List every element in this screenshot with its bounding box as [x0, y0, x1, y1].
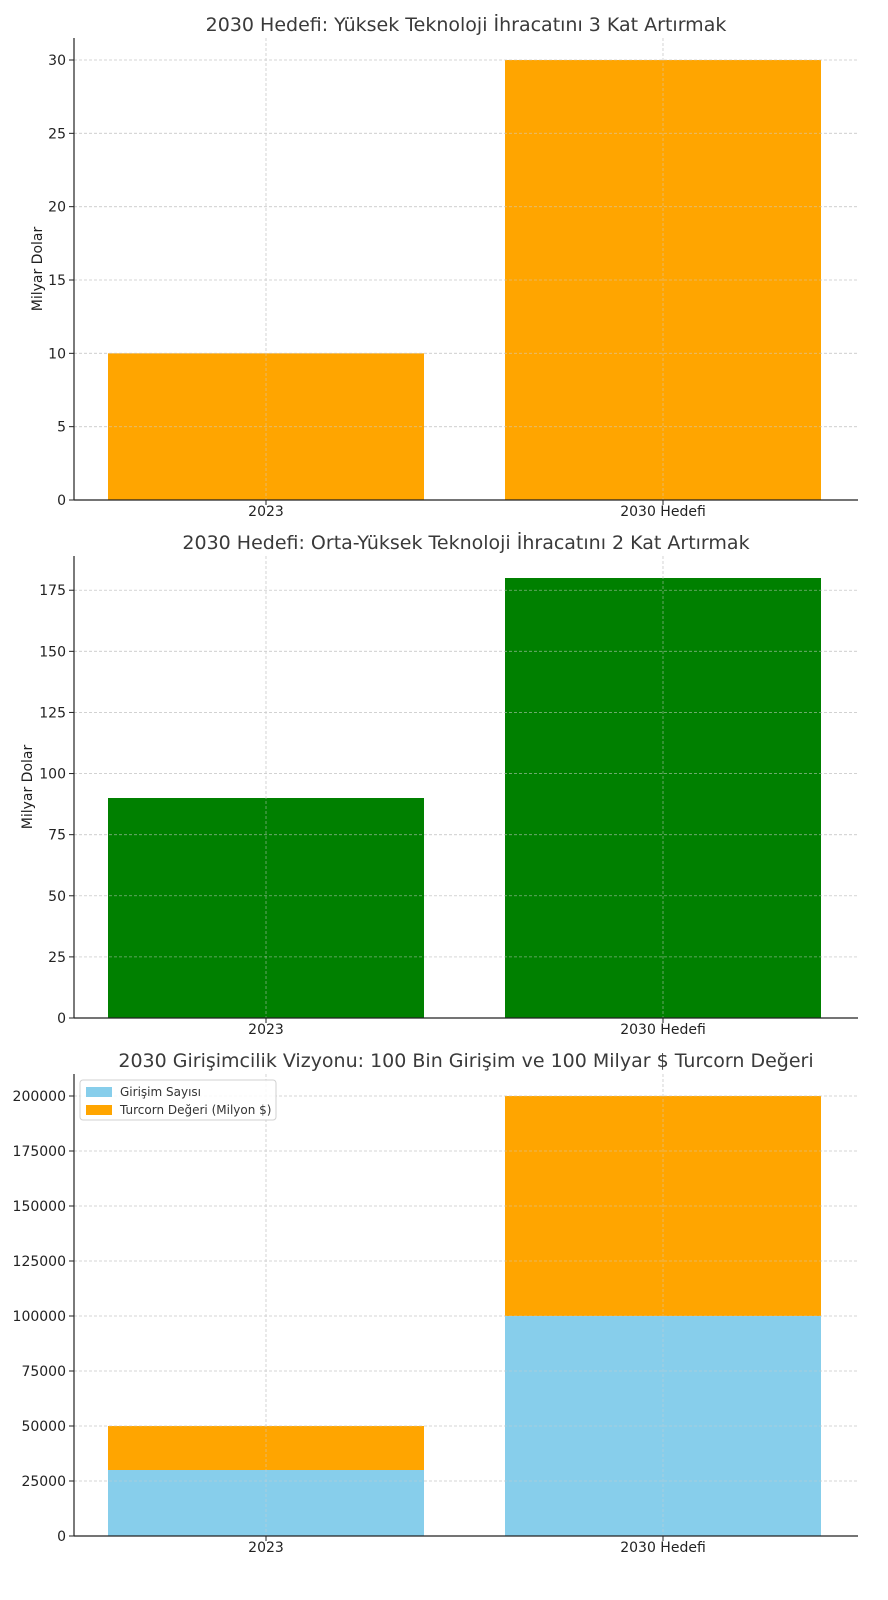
y-tick-label: 75: [48, 828, 66, 844]
y-tick-label: 100: [39, 767, 66, 783]
chart-title: 2030 Girişimcilik Vizyonu: 100 Bin Giriş…: [118, 1050, 813, 1072]
y-tick-label: 30: [48, 53, 66, 69]
chart-entrepreneurship-vision: 0 25000 50000 75000 100000 125000 150000 175000…: [13, 1050, 858, 1556]
chart-title: 2030 Hedefi: Orta-Yüksek Teknoloji İhrac…: [182, 531, 749, 554]
chart-mid-high-tech-exports: 0 25 50 75 100 125 150 175 2023 2030 Hedefi 2030 H…: [20, 531, 858, 1038]
y-tick-label: 20: [48, 200, 66, 216]
legend-label: Girişim Sayısı: [120, 1085, 201, 1099]
x-tick-label: 2023: [248, 1022, 284, 1038]
y-tick-label: 0: [57, 1529, 66, 1545]
y-tick-label: 15: [48, 273, 66, 289]
x-tick-label: 2030 Hedefi: [620, 1540, 706, 1556]
y-axis-label: Milyar Dolar: [30, 227, 46, 312]
y-tick-label: 125000: [13, 1254, 66, 1270]
y-tick-label: 150000: [13, 1199, 66, 1215]
legend-swatch: [86, 1105, 112, 1115]
y-tick-label: 50: [48, 889, 66, 905]
y-tick-label: 125: [39, 705, 66, 721]
y-tick-label: 25000: [21, 1474, 66, 1490]
y-tick-label: 25: [48, 126, 66, 142]
chart-title: 2030 Hedefi: Yüksek Teknoloji İhracatını…: [206, 13, 727, 36]
bar-turcorn-degeri-0: [108, 1426, 424, 1470]
y-tick-label: 0: [57, 493, 66, 509]
legend: Girişim Sayısı Turcorn Değeri (Milyon $): [79, 1079, 277, 1121]
legend-label: Turcorn Değeri (Milyon $): [119, 1103, 271, 1117]
y-axis-label: Milyar Dolar: [20, 745, 36, 830]
legend-swatch: [86, 1087, 112, 1097]
y-tick-label: 200000: [13, 1089, 66, 1105]
y-tick-label: 5: [57, 420, 66, 436]
y-tick-label: 175000: [13, 1144, 66, 1160]
y-tick-label: 10: [48, 346, 66, 362]
y-tick-label: 150: [39, 644, 66, 660]
x-tick-label: 2030 Hedefi: [620, 1022, 706, 1038]
y-tick-label: 50000: [21, 1419, 66, 1435]
chart-high-tech-exports: 0 5 10 15 20 25 30 2023 2030 Hedefi 2030 Hedefi: …: [30, 13, 858, 520]
x-tick-label: 2023: [248, 1540, 284, 1556]
y-tick-label: 25: [48, 950, 66, 966]
y-tick-label: 0: [57, 1011, 66, 1027]
x-tick-label: 2023: [248, 504, 284, 520]
y-tick-label: 175: [39, 583, 66, 599]
y-tick-label: 100000: [13, 1309, 66, 1325]
x-tick-label: 2030 Hedefi: [620, 504, 706, 520]
y-tick-label: 75000: [21, 1364, 66, 1380]
legend-box: [79, 1079, 277, 1121]
